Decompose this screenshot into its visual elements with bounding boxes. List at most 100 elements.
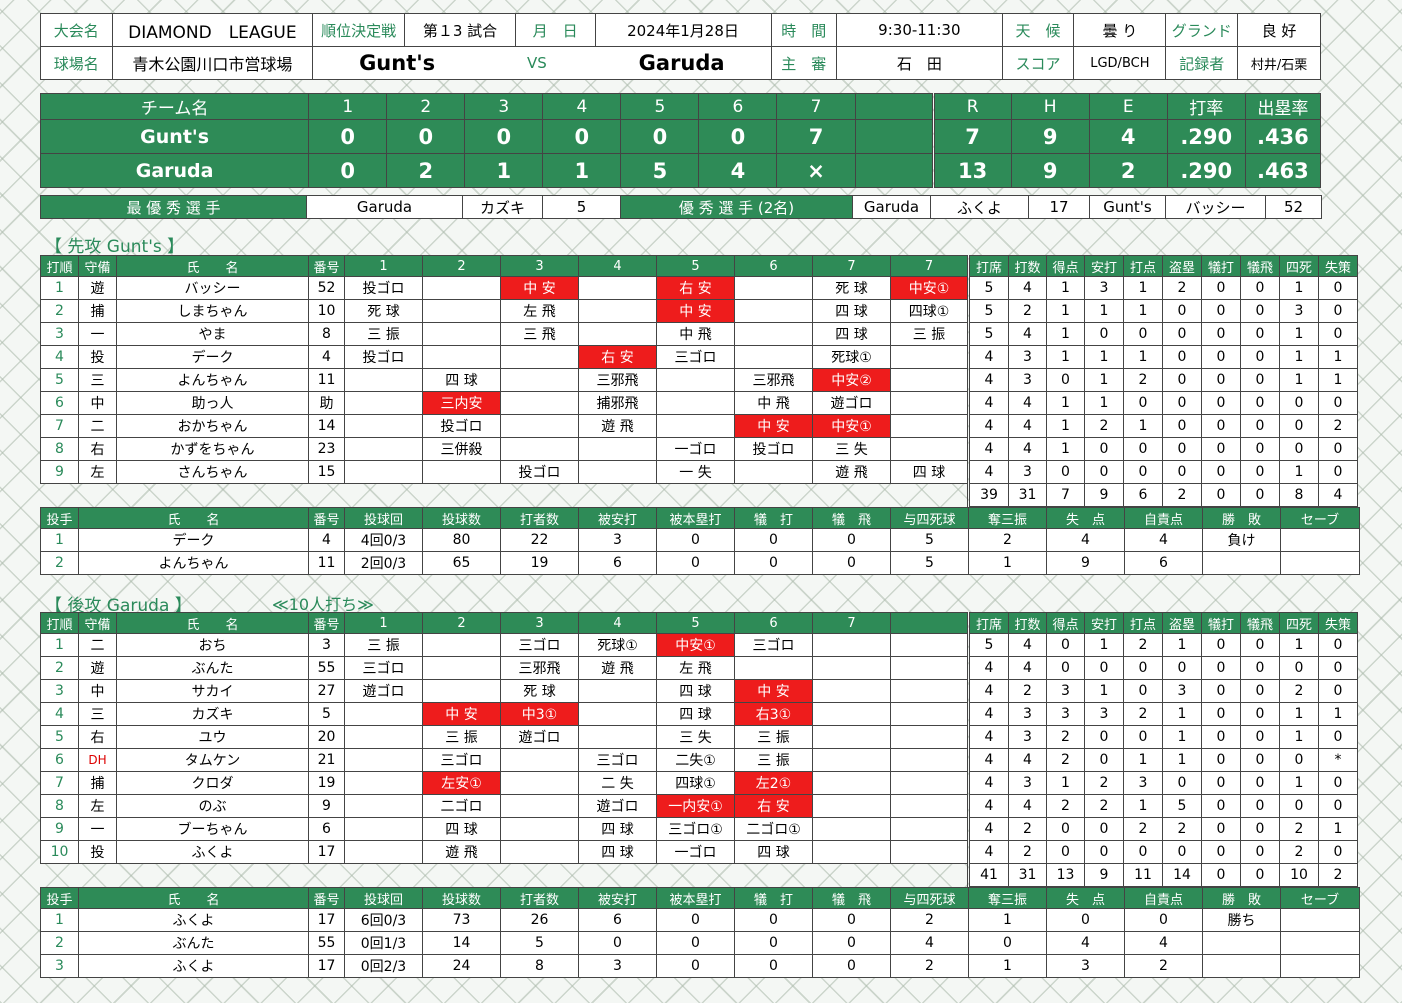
pitcher-cell: 0 bbox=[656, 954, 735, 978]
batter-stat: 0 bbox=[1123, 391, 1163, 415]
batting-order: 2 bbox=[40, 299, 79, 323]
pitcher-cell: 1 bbox=[40, 528, 79, 552]
batter-stat: 4 bbox=[1008, 322, 1047, 346]
at-bat-result: 三 振 bbox=[422, 725, 501, 749]
home-batting-header: 打順 bbox=[40, 612, 79, 634]
linescore-header: 打率 bbox=[1166, 93, 1246, 120]
home-batting-header: 盗塁 bbox=[1162, 612, 1202, 634]
pitcher-cell: 2 bbox=[890, 954, 969, 978]
pitcher-cell: 17 bbox=[308, 954, 345, 978]
batter-stat: 0 bbox=[1318, 840, 1358, 864]
batting-total: 14 bbox=[1162, 863, 1202, 887]
at-bat-hit: 中安② bbox=[812, 368, 891, 392]
home-batting-header: 安打 bbox=[1084, 612, 1124, 634]
batter-stat: 1 bbox=[1123, 414, 1163, 438]
at-bat-result bbox=[890, 345, 970, 369]
batter-stat: 0 bbox=[1240, 771, 1280, 795]
excellent-label: 優 秀 選 手 (2名) bbox=[620, 195, 853, 219]
linescore-header: 1 bbox=[308, 93, 388, 120]
pitcher-cell: ぶんた bbox=[78, 931, 309, 955]
batter-stat: 2 bbox=[1162, 817, 1202, 841]
weather: 曇 り bbox=[1073, 13, 1167, 47]
at-bat-result: 四 球 bbox=[422, 817, 501, 841]
batter-stat: 4 bbox=[968, 748, 1009, 772]
batter-name: おち bbox=[116, 633, 309, 657]
at-bat-result bbox=[422, 679, 501, 703]
batter-row: 2 捕しまちゃん 10 死 球左 飛中 安四 球四球① 5 2 1 1 1 0 0 0 3 0 bbox=[40, 299, 1358, 323]
pitcher-cell: 5 bbox=[890, 528, 969, 552]
pitcher-cell: 3 bbox=[578, 528, 657, 552]
batter-stat: 3 bbox=[1084, 276, 1124, 300]
batter-stat: 0 bbox=[1240, 368, 1280, 392]
home-batting-header: 失策 bbox=[1318, 612, 1358, 634]
batter-stat: 4 bbox=[1008, 794, 1047, 818]
at-bat-hit: 中安① bbox=[890, 276, 970, 300]
at-bat-result bbox=[734, 322, 813, 346]
at-bat-result bbox=[500, 368, 579, 392]
batter-stat: 1 bbox=[1123, 794, 1163, 818]
pitcher-cell bbox=[1280, 528, 1360, 552]
batter-stat: 0 bbox=[1123, 437, 1163, 461]
away-batting-header: 1 bbox=[344, 255, 423, 277]
at-bat-result bbox=[890, 817, 970, 841]
batter-name: しまちゃん bbox=[116, 299, 309, 323]
pitcher-cell: 6 bbox=[1124, 551, 1203, 575]
pitcher-cell: 11 bbox=[308, 551, 345, 575]
at-bat-result: 四 球 bbox=[656, 702, 735, 726]
batting-order: 6 bbox=[40, 748, 79, 772]
batter-stat: 0 bbox=[1162, 771, 1202, 795]
away-batting-header: 盗塁 bbox=[1162, 255, 1202, 277]
pitching-header: 奪三振 bbox=[968, 887, 1047, 909]
batter-stat: 5 bbox=[968, 633, 1009, 657]
batting-total: 41 bbox=[968, 863, 1009, 887]
linescore-avg: .290 bbox=[1166, 119, 1246, 154]
batter-number: 52 bbox=[308, 276, 345, 300]
at-bat-result bbox=[344, 725, 423, 749]
linescore-header bbox=[854, 93, 935, 120]
at-bat-result bbox=[890, 656, 970, 680]
batter-stat: 1 bbox=[1162, 725, 1202, 749]
pitcher-cell: 65 bbox=[422, 551, 501, 575]
batter-name: ブーちゃん bbox=[116, 817, 309, 841]
pitcher-row: 2 ぶんた 55 0回1/3 14 5 0 0 0 0 4 0 4 4 bbox=[40, 931, 1360, 955]
batter-position: 二 bbox=[78, 414, 117, 438]
at-bat-result bbox=[578, 679, 657, 703]
home-batting-header: 守備 bbox=[78, 612, 117, 634]
batter-stat: 0 bbox=[1240, 840, 1280, 864]
batter-stat: 2 bbox=[1123, 702, 1163, 726]
batter-position: 遊 bbox=[78, 276, 117, 300]
pitcher-cell: 4 bbox=[1046, 931, 1125, 955]
batter-stat: 0 bbox=[1240, 794, 1280, 818]
batter-number: 20 bbox=[308, 725, 345, 749]
at-bat-result: 投ゴロ bbox=[734, 437, 813, 461]
batter-stat: 4 bbox=[968, 414, 1009, 438]
home-pitching-table: 投手氏 名番号 投球回 投球数 打者数 被安打 被本塁打犠 打犠 飛与四死球 奪三振失 点自… bbox=[40, 887, 1360, 978]
home-batting-header: 打数 bbox=[1008, 612, 1047, 634]
batter-stat: 0 bbox=[1123, 840, 1163, 864]
batter-stat: 0 bbox=[1084, 748, 1124, 772]
batter-stat: 1 bbox=[1046, 276, 1085, 300]
scorer: LGD/BCH bbox=[1073, 46, 1167, 80]
at-bat-result bbox=[344, 748, 423, 772]
batter-stat: 2 bbox=[1279, 817, 1319, 841]
batter-stat: 5 bbox=[968, 299, 1009, 323]
batting-total: 31 bbox=[1008, 483, 1047, 507]
batter-stat: 3 bbox=[1008, 460, 1047, 484]
batter-stat: 0 bbox=[1279, 794, 1319, 818]
batter-stat: 0 bbox=[1046, 817, 1085, 841]
game-date: 2024年1月28日 bbox=[594, 13, 772, 47]
at-bat-result: 投ゴロ bbox=[344, 345, 423, 369]
mvp-label: 最 優 秀 選 手 bbox=[40, 195, 307, 219]
at-bat-result bbox=[734, 656, 813, 680]
at-bat-result: 四 球 bbox=[812, 299, 891, 323]
game-number: 第１3 試合 bbox=[404, 13, 516, 47]
pitcher-cell: 2 bbox=[1124, 954, 1203, 978]
batter-stat: 4 bbox=[968, 725, 1009, 749]
pitcher-cell: 0 bbox=[812, 551, 891, 575]
batter-stat: 0 bbox=[1046, 840, 1085, 864]
batter-stat: 4 bbox=[1008, 414, 1047, 438]
at-bat-result: 三 振 bbox=[734, 725, 813, 749]
batter-stat: 1 bbox=[1318, 817, 1358, 841]
away-batting-header: 氏 名 bbox=[116, 255, 309, 277]
batter-number: 5 bbox=[308, 702, 345, 726]
